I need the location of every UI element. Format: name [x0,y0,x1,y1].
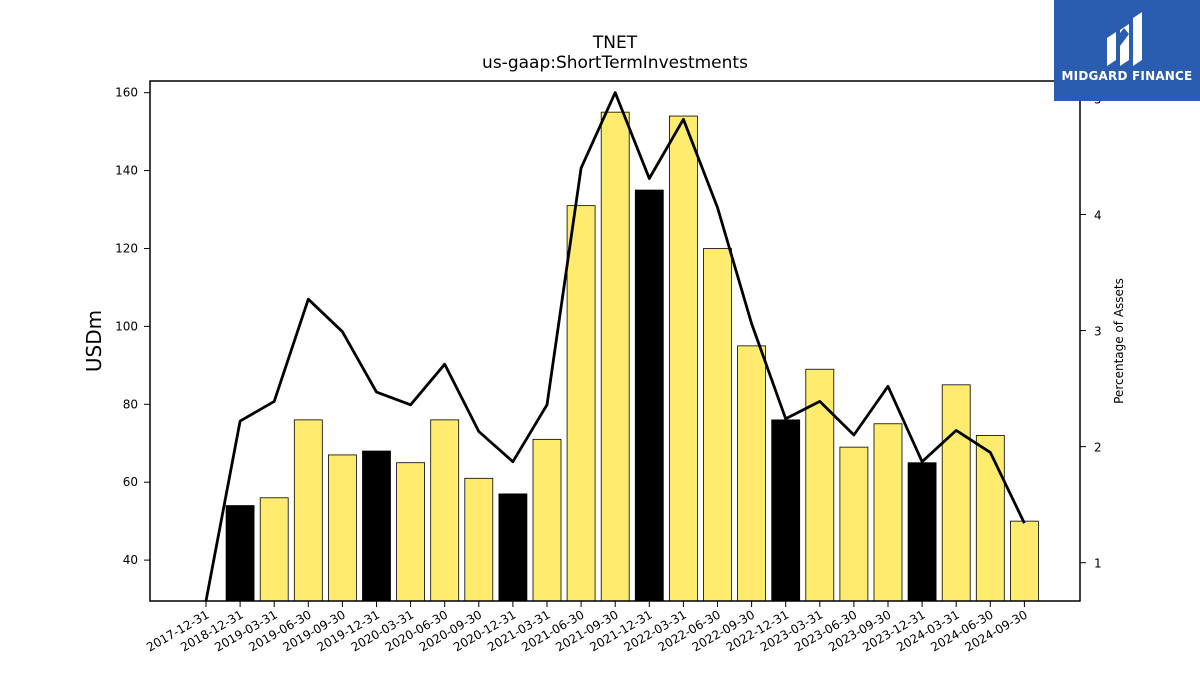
y-axis-left: 40 60 80 100 120 140 160 [115,86,150,567]
y-axis-label: USDm [82,310,106,372]
y-axis-right: 12345 [1080,92,1102,571]
y-tick-label-40: 40 [123,553,138,567]
bar-2021-03-31 [532,438,562,602]
y2-axis-label: Percentage of Assets [1112,278,1126,404]
bar-2020-03-31 [396,462,426,602]
bar-2020-06-30 [430,419,460,602]
bar-2022-03-31 [669,115,698,602]
bar-2020-12-31 [498,493,528,602]
x-axis: 2017-12-312018-12-312019-03-312019-06-30… [144,601,1030,654]
bar-2019-06-30 [293,419,323,602]
bar-2021-12-31 [634,189,664,602]
bar-2023-09-30 [873,423,903,602]
bar-2019-09-30 [327,454,357,602]
brand-logo: MIDGARD FINANCE [1054,0,1200,101]
bar-2019-03-31 [259,497,289,602]
bars-group [225,111,1039,602]
chart-subtitle: us-gaap:ShortTermInvestments [482,53,748,73]
line-group [204,91,1026,602]
y-tick-label-160: 160 [115,86,138,100]
y2-tick-label-4: 4 [1094,208,1102,222]
y2-tick-label-3: 3 [1094,325,1102,339]
chart-title: TNET [592,33,638,53]
bar-2019-12-31 [362,450,391,602]
y2-tick-label-2: 2 [1094,441,1102,455]
y-tick-label-120: 120 [115,241,138,255]
bar-2021-06-30 [566,205,596,602]
bar-2021-09-30 [600,111,630,602]
bar-2022-06-30 [703,248,732,602]
bar-2020-09-30 [464,477,494,602]
bar-2024-06-30 [975,435,1005,602]
percentage-of-assets-line [204,91,1026,602]
logo-mark-icon [1107,12,1142,66]
logo-text: MIDGARD FINANCE [1061,69,1193,83]
bar-2023-06-30 [839,446,869,602]
y-tick-label-140: 140 [115,164,138,178]
bar-2022-09-30 [737,345,766,602]
y-tick-label-100: 100 [115,319,138,333]
bar-2018-12-31 [225,505,255,602]
bar-2023-03-31 [805,368,835,602]
y2-tick-label-1: 1 [1094,557,1102,571]
y-tick-label-80: 80 [123,397,138,411]
bar-2022-12-31 [771,419,801,602]
bar-2023-12-31 [907,462,937,602]
bar-2024-09-30 [1010,520,1039,602]
bar-2024-03-31 [941,384,971,602]
y-tick-label-60: 60 [123,475,138,489]
